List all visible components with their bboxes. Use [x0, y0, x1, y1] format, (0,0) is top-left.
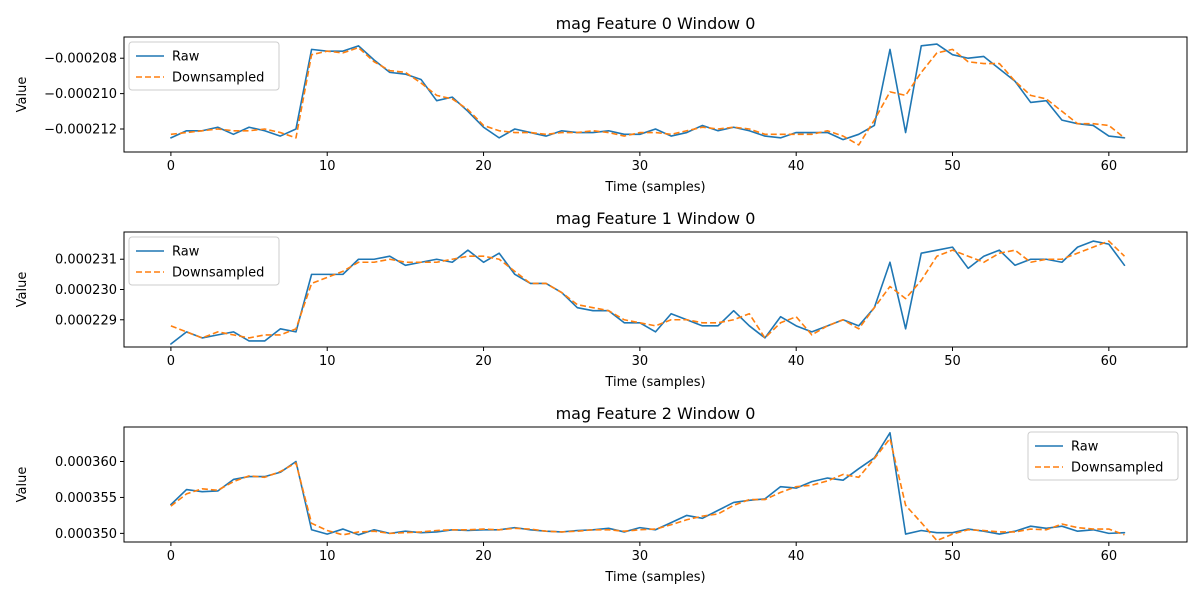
x-tick-label: 10: [319, 354, 336, 369]
chart-0: 0 10 20 30 40 50 60 −0.000212 −0.000210 −0.000208…: [15, 14, 1188, 195]
x-tick-label: 50: [944, 354, 961, 369]
y-tick-label: 0.000355: [55, 491, 117, 506]
series-line-downsampled: [170, 437, 1125, 542]
legend-entry: Downsampled: [1071, 461, 1163, 476]
legend-entry: Downsampled: [172, 71, 264, 86]
axes-frame: [123, 36, 1188, 153]
legend: Raw Downsampled: [1027, 431, 1179, 481]
x-tick-label: 30: [632, 159, 649, 174]
chart-title: mag Feature 0 Window 0: [556, 14, 756, 33]
chart-title: mag Feature 1 Window 0: [556, 209, 756, 228]
legend-entry: Raw: [172, 245, 200, 260]
legend-entry: Downsampled: [172, 266, 264, 281]
y-tick-label: −0.000212: [44, 123, 117, 138]
legend-entry: Raw: [1071, 440, 1099, 455]
x-tick-label: 50: [944, 549, 961, 564]
x-tick-label: 60: [1101, 549, 1118, 564]
y-tick-label: −0.000210: [44, 87, 117, 102]
axes-frame: [123, 426, 1188, 543]
legend: Raw Downsampled: [128, 236, 280, 286]
series-group: [170, 431, 1126, 542]
x-tick-label: 40: [788, 159, 805, 174]
series-group: [170, 43, 1126, 146]
y-tick-label: 0.000231: [55, 253, 117, 268]
x-tick-label: 10: [319, 549, 336, 564]
legend-box: [128, 236, 280, 286]
x-tick-label: 20: [475, 354, 492, 369]
y-axis-label: Value: [15, 77, 30, 113]
x-tick-label: 0: [167, 159, 175, 174]
chart-2: 0 10 20 30 40 50 60 0.000350 0.000355 0.000360 mag…: [15, 404, 1188, 585]
series-line-raw: [170, 240, 1126, 345]
series-line-downsampled: [170, 240, 1126, 339]
y-tick-label: 0.000360: [55, 455, 117, 470]
x-tick-label: 60: [1101, 354, 1118, 369]
x-tick-label: 20: [475, 549, 492, 564]
x-tick-label: 40: [788, 549, 805, 564]
x-tick-label: 0: [167, 354, 175, 369]
x-tick-label: 30: [632, 354, 649, 369]
series-line-raw: [170, 43, 1126, 141]
x-tick-label: 10: [319, 159, 336, 174]
x-tick-label: 0: [167, 549, 175, 564]
chart-title: mag Feature 2 Window 0: [556, 404, 756, 423]
x-axis-label: Time (samples): [604, 375, 705, 390]
x-tick-label: 20: [475, 159, 492, 174]
x-tick-label: 40: [788, 354, 805, 369]
x-tick-label: 60: [1101, 159, 1118, 174]
y-tick-label: 0.000350: [55, 527, 117, 542]
series-line-raw: [170, 431, 1126, 536]
y-tick-label: 0.000229: [55, 313, 117, 328]
y-axis-label: Value: [15, 272, 30, 308]
x-axis-label: Time (samples): [604, 570, 705, 585]
chart-1: 0 10 20 30 40 50 60 0.000229 0.000230 0.000231 mag…: [15, 209, 1188, 390]
legend: Raw Downsampled: [128, 41, 280, 91]
series-group: [170, 240, 1126, 345]
legend-entry: Raw: [172, 50, 200, 65]
legend-box: [128, 41, 280, 91]
series-line-downsampled: [170, 46, 1125, 146]
y-tick-label: −0.000208: [44, 52, 117, 67]
y-tick-label: 0.000230: [55, 283, 117, 298]
x-axis-label: Time (samples): [604, 180, 705, 195]
legend-box: [1027, 431, 1179, 481]
x-tick-label: 50: [944, 159, 961, 174]
x-tick-label: 30: [632, 549, 649, 564]
y-axis-label: Value: [15, 467, 30, 503]
